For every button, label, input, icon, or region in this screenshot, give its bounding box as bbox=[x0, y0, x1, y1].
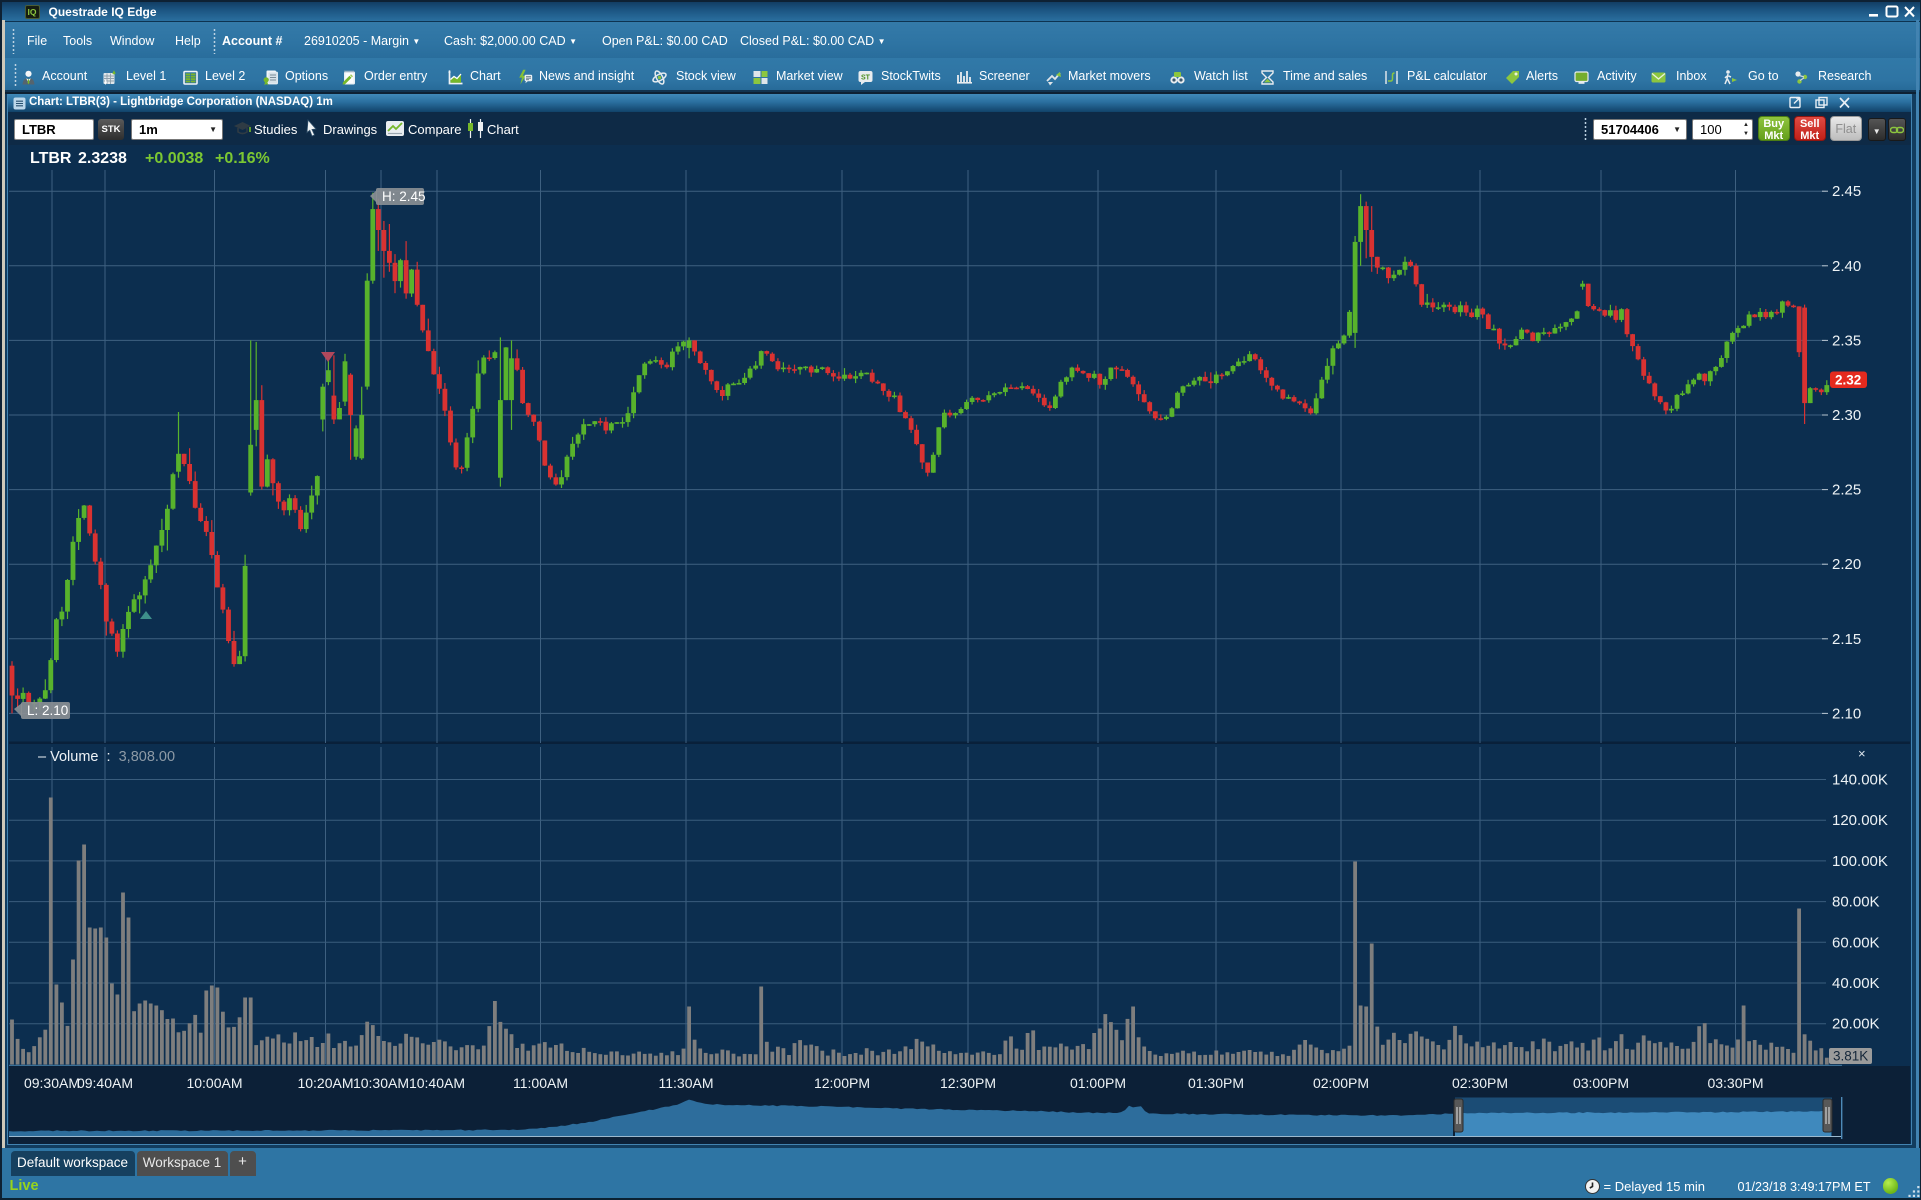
svg-text:+0.0038: +0.0038 bbox=[145, 150, 203, 167]
svg-text:2.32: 2.32 bbox=[1835, 373, 1861, 388]
svg-text:H: 2.45: H: 2.45 bbox=[382, 189, 426, 204]
svg-text:140.00K: 140.00K bbox=[1832, 772, 1888, 789]
svg-text:12:30PM: 12:30PM bbox=[940, 1075, 996, 1091]
svg-text:01:00PM: 01:00PM bbox=[1070, 1075, 1126, 1091]
svg-text:2.40: 2.40 bbox=[1832, 258, 1861, 275]
svg-text:80.00K: 80.00K bbox=[1832, 894, 1880, 911]
svg-text:02:30PM: 02:30PM bbox=[1452, 1075, 1508, 1091]
svg-text:2.45: 2.45 bbox=[1832, 183, 1861, 200]
svg-text:L: 2.10: L: 2.10 bbox=[27, 703, 68, 718]
svg-text:+0.16%: +0.16% bbox=[215, 150, 270, 167]
svg-text:40.00K: 40.00K bbox=[1832, 975, 1880, 992]
svg-text:2.25: 2.25 bbox=[1832, 482, 1861, 499]
svg-text:2.15: 2.15 bbox=[1832, 631, 1861, 648]
svg-text:2.20: 2.20 bbox=[1832, 556, 1861, 573]
svg-text:60.00K: 60.00K bbox=[1832, 934, 1880, 951]
svg-text:09:30AM: 09:30AM bbox=[24, 1075, 80, 1091]
svg-text:01:30PM: 01:30PM bbox=[1188, 1075, 1244, 1091]
svg-text:100.00K: 100.00K bbox=[1832, 853, 1888, 870]
svg-text:10:30AM: 10:30AM bbox=[353, 1075, 409, 1091]
svg-text:2.30: 2.30 bbox=[1832, 407, 1861, 424]
svg-text:×: × bbox=[1858, 746, 1866, 761]
svg-text:03:00PM: 03:00PM bbox=[1573, 1075, 1629, 1091]
svg-text:3.81K: 3.81K bbox=[1833, 1049, 1868, 1064]
svg-text:10:20AM: 10:20AM bbox=[297, 1075, 353, 1091]
svg-text:10:40AM: 10:40AM bbox=[409, 1075, 465, 1091]
svg-text:03:30PM: 03:30PM bbox=[1707, 1075, 1763, 1091]
svg-text:11:30AM: 11:30AM bbox=[659, 1075, 714, 1091]
svg-text:120.00K: 120.00K bbox=[1832, 812, 1888, 829]
svg-text:LTBR: LTBR bbox=[30, 150, 72, 167]
svg-text:11:00AM: 11:00AM bbox=[513, 1075, 568, 1091]
svg-text:2.3238: 2.3238 bbox=[78, 150, 127, 167]
svg-text:20.00K: 20.00K bbox=[1832, 1016, 1880, 1033]
svg-text:09:40AM: 09:40AM bbox=[77, 1075, 133, 1091]
svg-text:10:00AM: 10:00AM bbox=[186, 1075, 242, 1091]
svg-text:2.35: 2.35 bbox=[1832, 332, 1861, 349]
svg-text:– Volume : 3,808.00: – Volume : 3,808.00 bbox=[38, 749, 175, 765]
svg-text:02:00PM: 02:00PM bbox=[1313, 1075, 1369, 1091]
svg-text:ST: ST bbox=[861, 75, 871, 82]
svg-text:2.10: 2.10 bbox=[1832, 705, 1861, 722]
svg-text:12:00PM: 12:00PM bbox=[814, 1075, 870, 1091]
